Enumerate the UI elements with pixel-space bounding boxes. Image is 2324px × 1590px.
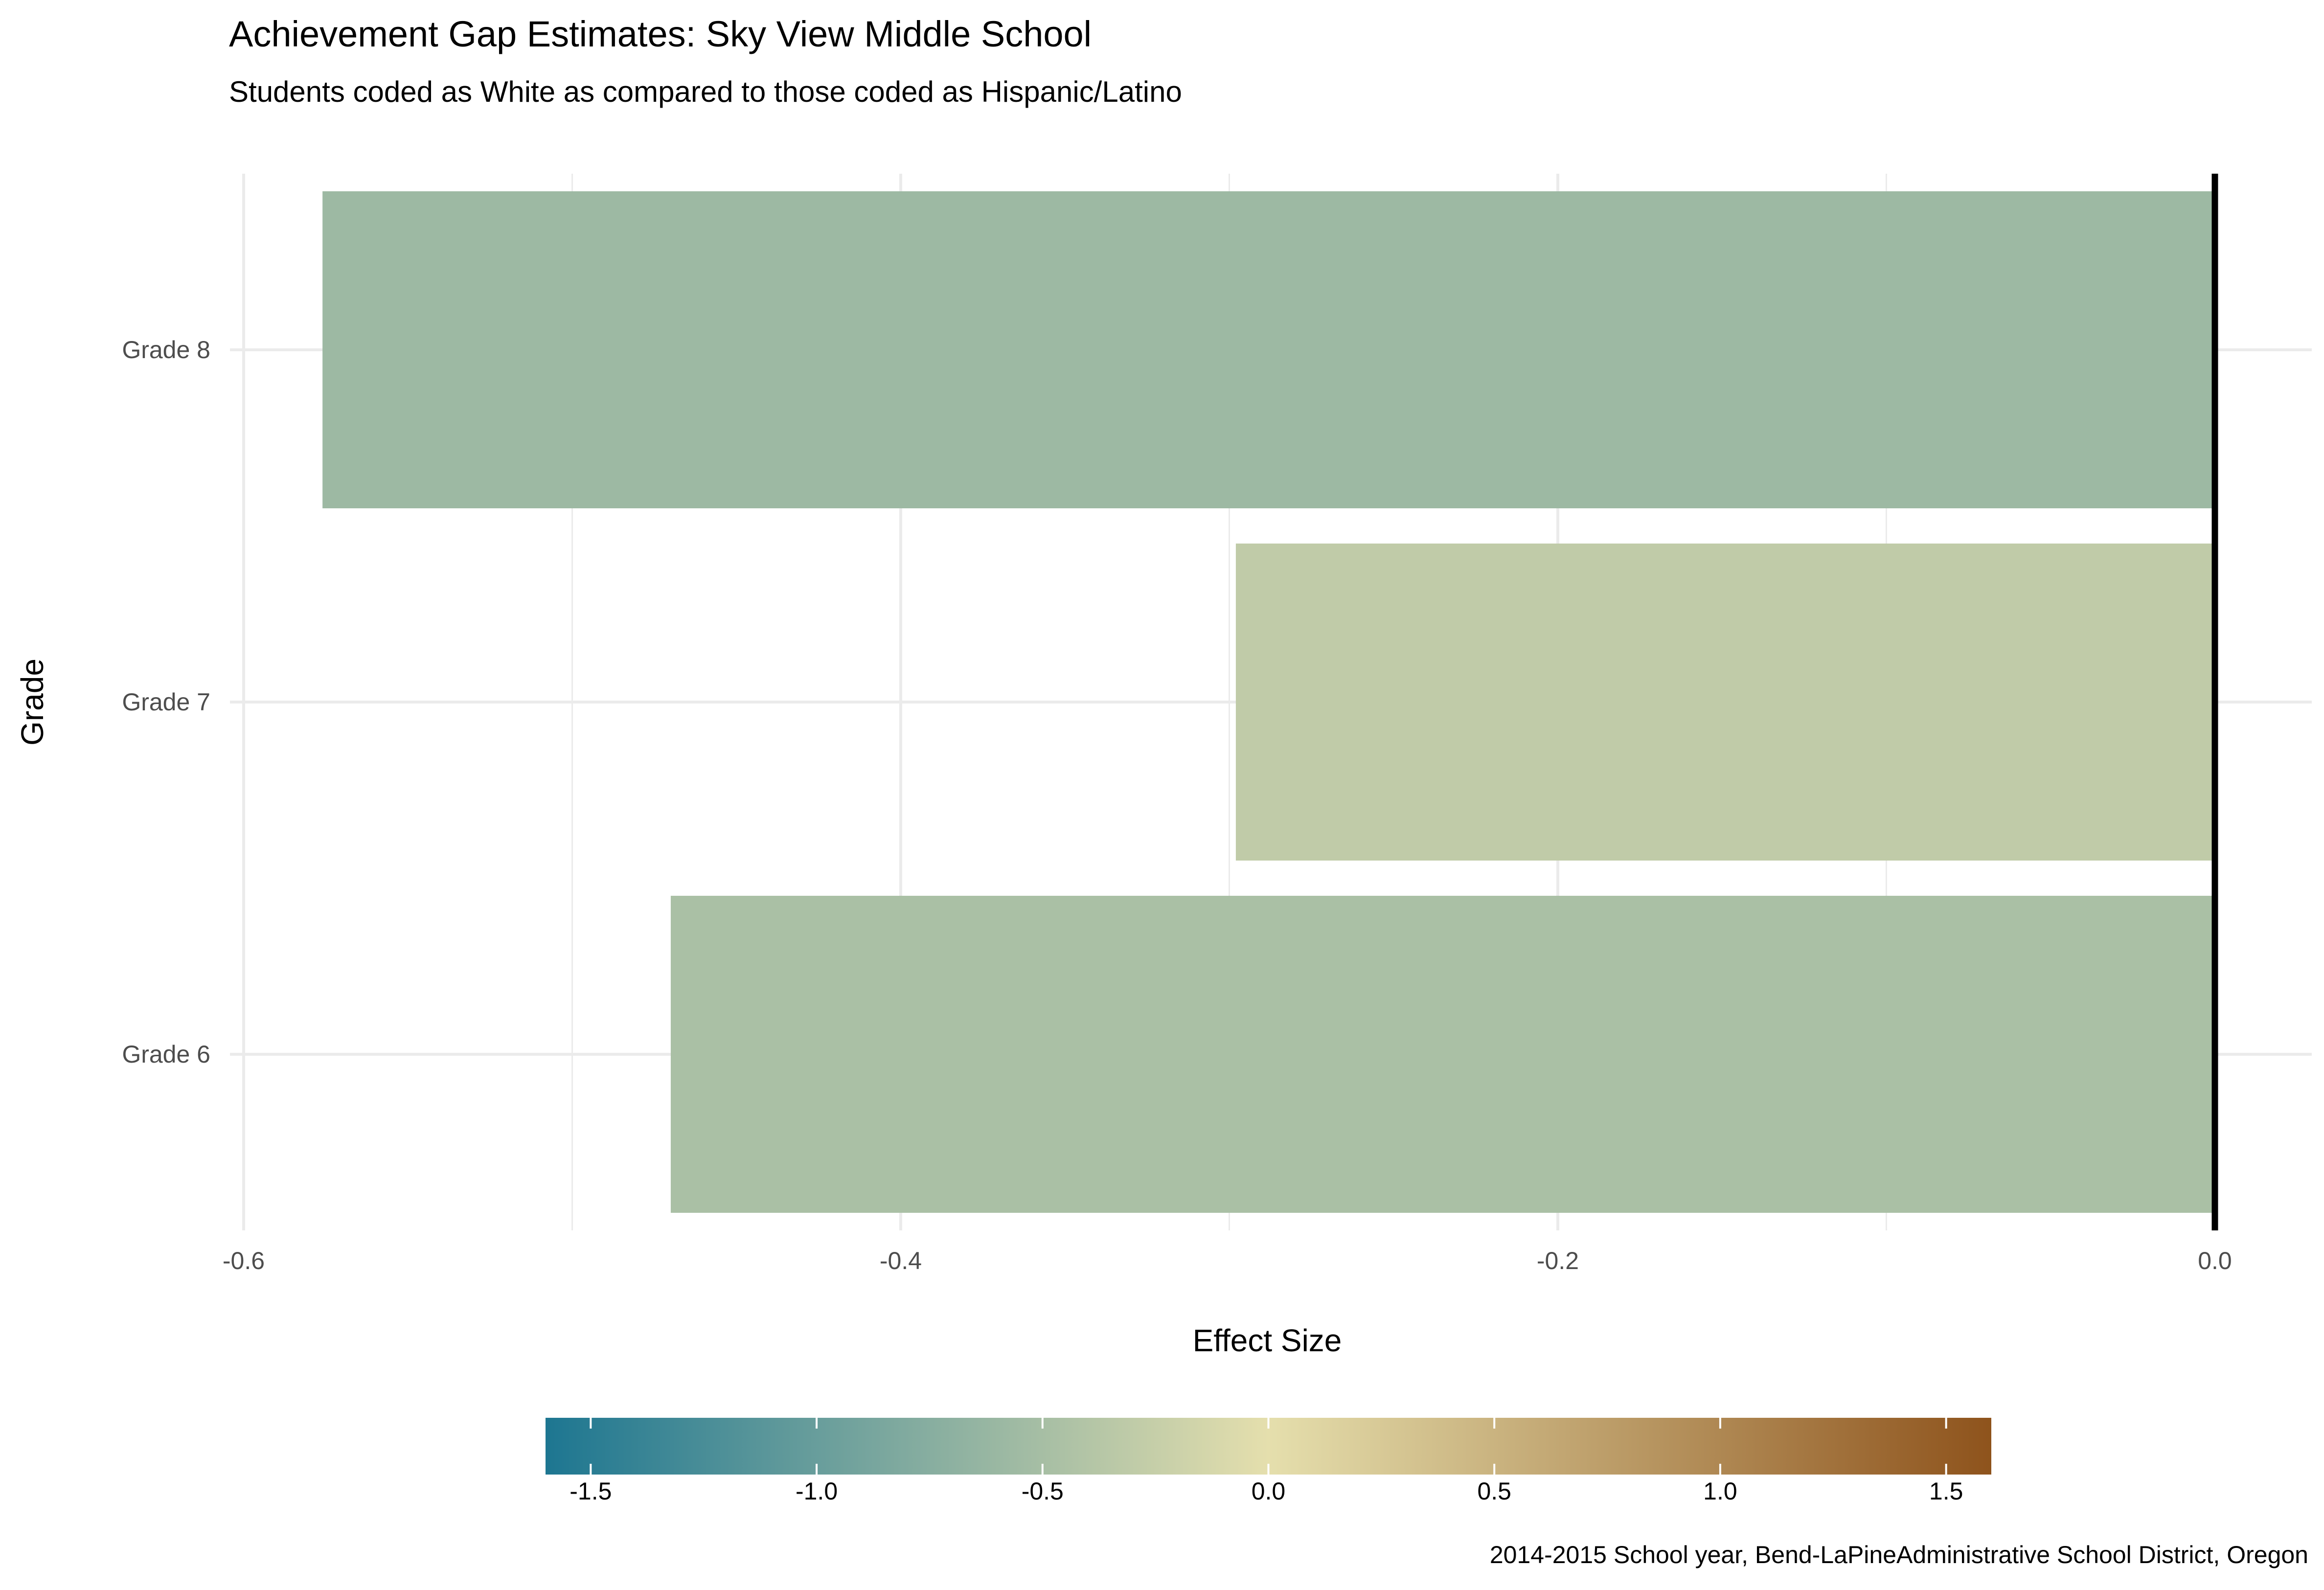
y-tick-label: Grade 7 xyxy=(122,688,210,716)
y-tick-label: Grade 6 xyxy=(122,1041,210,1068)
bar-grade-6 xyxy=(670,896,2215,1213)
colorbar-tick-label: -0.5 xyxy=(1022,1477,1064,1505)
bars xyxy=(322,191,2215,1213)
x-tick-label: -0.2 xyxy=(1537,1247,1579,1274)
caption: 2014-2015 School year, Bend-LaPineAdmini… xyxy=(1490,1541,2308,1568)
colorbar-tick-label: 1.0 xyxy=(1703,1477,1737,1505)
chart-subtitle: Students coded as White as compared to t… xyxy=(229,75,1182,108)
bar-grade-7 xyxy=(1235,544,2215,861)
colorbar-tick-label: 0.0 xyxy=(1252,1477,1286,1505)
colorbar-tick-label: -1.5 xyxy=(570,1477,612,1505)
x-axis-title: Effect Size xyxy=(1193,1323,1342,1358)
bar-grade-8 xyxy=(322,191,2215,508)
x-tick-label: 0.0 xyxy=(2198,1247,2232,1274)
chart-title: Achievement Gap Estimates: Sky View Midd… xyxy=(229,14,1092,54)
colorbar-tick-label: -1.0 xyxy=(796,1477,838,1505)
colorbar-ticks: -1.5 -1.0 -0.5 0.0 0.5 1.0 1.5 xyxy=(570,1418,1963,1505)
x-tick-label: -0.4 xyxy=(880,1247,922,1274)
x-tick-labels: -0.6 -0.4 -0.2 0.0 xyxy=(223,1247,2232,1274)
colorbar-tick-label: 0.5 xyxy=(1477,1477,1511,1505)
y-tick-labels: Grade 6 Grade 7 Grade 8 xyxy=(122,336,210,1068)
y-axis-title: Grade xyxy=(15,659,50,746)
y-tick-label: Grade 8 xyxy=(122,336,210,363)
colorbar-tick-label: 1.5 xyxy=(1929,1477,1963,1505)
x-tick-label: -0.6 xyxy=(223,1247,265,1274)
